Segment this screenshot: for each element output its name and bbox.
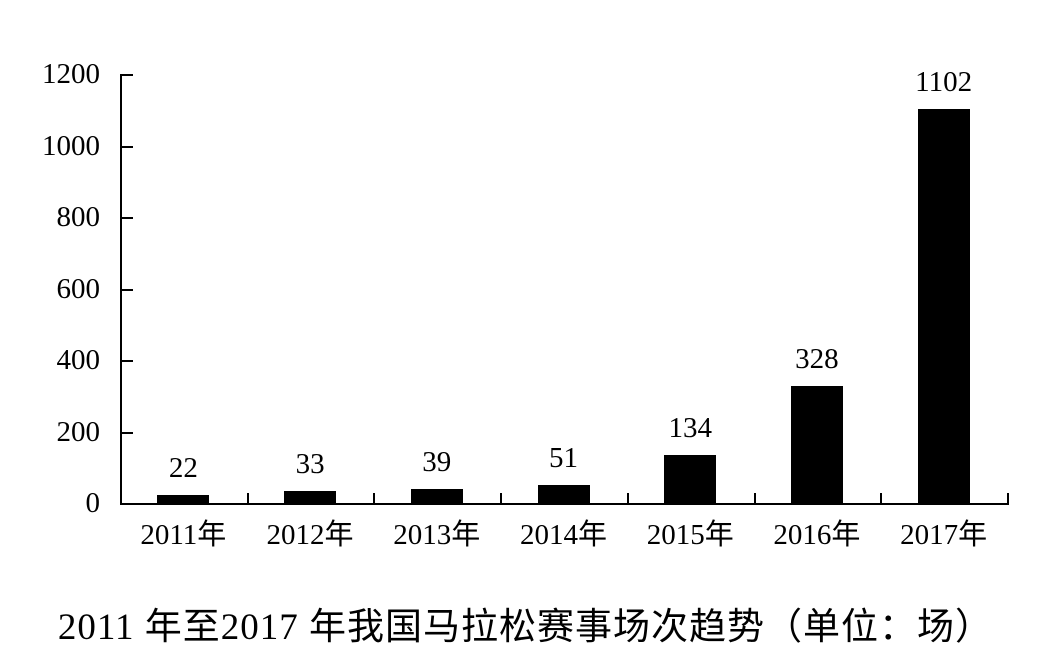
- x-tick: [500, 493, 503, 503]
- bar: [664, 455, 717, 503]
- bar-value-label: 39: [422, 446, 452, 478]
- y-tick: [122, 145, 133, 148]
- x-tick-label: 2013年: [393, 519, 481, 551]
- y-tick: [122, 360, 133, 362]
- y-tick-label: 0: [85, 487, 101, 519]
- x-axis-line: [120, 503, 1009, 505]
- x-tick-label: 2011年: [140, 519, 227, 551]
- bar-value-label: 51: [549, 442, 578, 474]
- y-tick: [122, 74, 133, 76]
- x-tick-label: 2015年: [646, 519, 734, 551]
- bar-value-label: 1102: [915, 66, 973, 98]
- bar-value-label: 33: [295, 448, 325, 480]
- y-tick: [122, 431, 133, 434]
- bar-value-label: 328: [795, 343, 839, 375]
- bar-value-label: 134: [668, 412, 712, 444]
- y-tick: [122, 217, 133, 219]
- y-tick: [122, 288, 133, 291]
- x-tick-label: 2014年: [519, 519, 607, 551]
- x-tick: [626, 493, 629, 503]
- x-tick-label: 2012年: [266, 519, 354, 551]
- x-tick-label: 2016年: [773, 519, 861, 551]
- x-tick: [246, 493, 249, 503]
- y-tick-label: 400: [56, 344, 101, 376]
- y-tick-label: 600: [56, 272, 101, 305]
- bar: [410, 489, 463, 503]
- x-tick-label: 2017年: [900, 519, 988, 551]
- bar: [537, 485, 590, 503]
- bar: [917, 109, 970, 503]
- x-tick: [753, 493, 756, 503]
- x-tick: [1007, 493, 1009, 503]
- bar-value-label: 22: [168, 452, 198, 484]
- y-axis-line: [120, 74, 122, 505]
- y-tick-label: 800: [56, 201, 101, 233]
- bar: [157, 495, 210, 503]
- bar: [284, 491, 337, 503]
- y-tick-label: 200: [56, 415, 101, 448]
- x-tick: [880, 493, 883, 503]
- y-tick-label: 1200: [42, 58, 100, 90]
- x-tick: [373, 493, 376, 503]
- bar: [790, 386, 843, 503]
- y-tick-label: 1000: [42, 129, 100, 162]
- chart-title: 2011 年至2017 年我国马拉松赛事场次趋势（单位：场）: [57, 607, 994, 648]
